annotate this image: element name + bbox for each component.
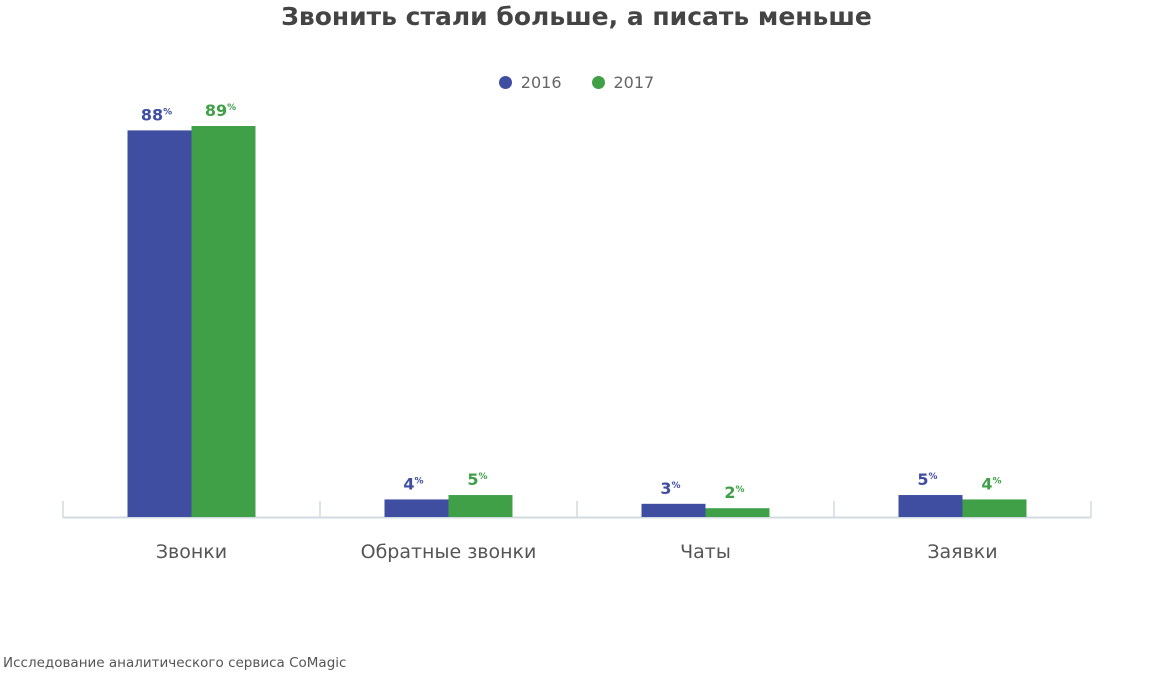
bar-2017-2: [705, 508, 770, 517]
legend-label-series-1: 2017: [613, 73, 655, 92]
data-label: 2%: [724, 483, 744, 502]
data-label: 89%: [205, 101, 236, 120]
category-label: Звонки: [156, 541, 227, 563]
bar-2016-3: [898, 495, 963, 517]
category-label: Заявки: [927, 541, 997, 563]
bar-2016-2: [641, 503, 706, 517]
legend-item-series-0: 2016: [498, 73, 562, 92]
source-note: Исследование аналитического сервиса CoMa…: [3, 655, 347, 671]
bar-2017-0: [191, 126, 256, 517]
bar-2016-1: [384, 499, 449, 517]
legend-label-series-0: 2016: [520, 73, 562, 92]
bar-2017-1: [448, 495, 513, 517]
chart-legend: 2016 2017: [0, 73, 1153, 92]
data-label: 3%: [660, 479, 680, 498]
legend-swatch-series-0: [498, 76, 512, 89]
legend-item-series-1: 2017: [591, 73, 655, 92]
data-label: 4%: [403, 474, 423, 493]
chart-title: Звонить стали больше, а писать меньше: [281, 2, 872, 31]
data-label: 4%: [981, 474, 1001, 493]
category-label: Обратные звонки: [361, 541, 537, 563]
category-label: Чаты: [680, 541, 731, 563]
legend-swatch-series-1: [591, 76, 605, 89]
bar-2016-0: [127, 130, 192, 518]
data-label: 5%: [917, 470, 937, 489]
bar-2017-3: [962, 499, 1027, 517]
data-label: 88%: [141, 105, 172, 124]
data-label: 5%: [467, 470, 487, 489]
bar-chart: 88% 89% Звонки 4% 5% Обратные звонки 3% 2% Чаты 5…: [62, 101, 1092, 563]
